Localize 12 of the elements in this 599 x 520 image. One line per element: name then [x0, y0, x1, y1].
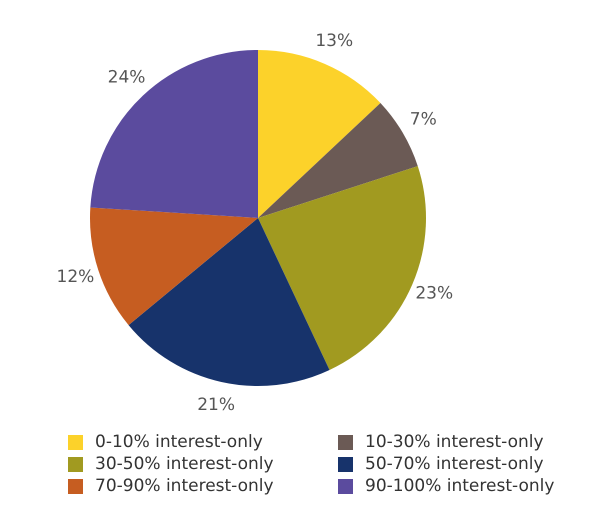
data-label: 7% [410, 110, 437, 130]
legend-label: 0-10% interest-only [95, 432, 263, 452]
legend-label: 50-70% interest-only [365, 454, 544, 474]
data-label: 24% [108, 67, 146, 88]
data-label: 13% [315, 31, 354, 52]
data-label: 23% [415, 284, 454, 304]
legend-label: 10-30% interest-only [365, 432, 544, 452]
legend-label: 90-100% interest-only [365, 476, 554, 496]
data-label: 12% [56, 266, 94, 287]
legend-label: 30-50% interest-only [95, 454, 274, 474]
legend-label: 70-90% interest-only [95, 476, 274, 496]
data-label: 21% [197, 394, 236, 415]
